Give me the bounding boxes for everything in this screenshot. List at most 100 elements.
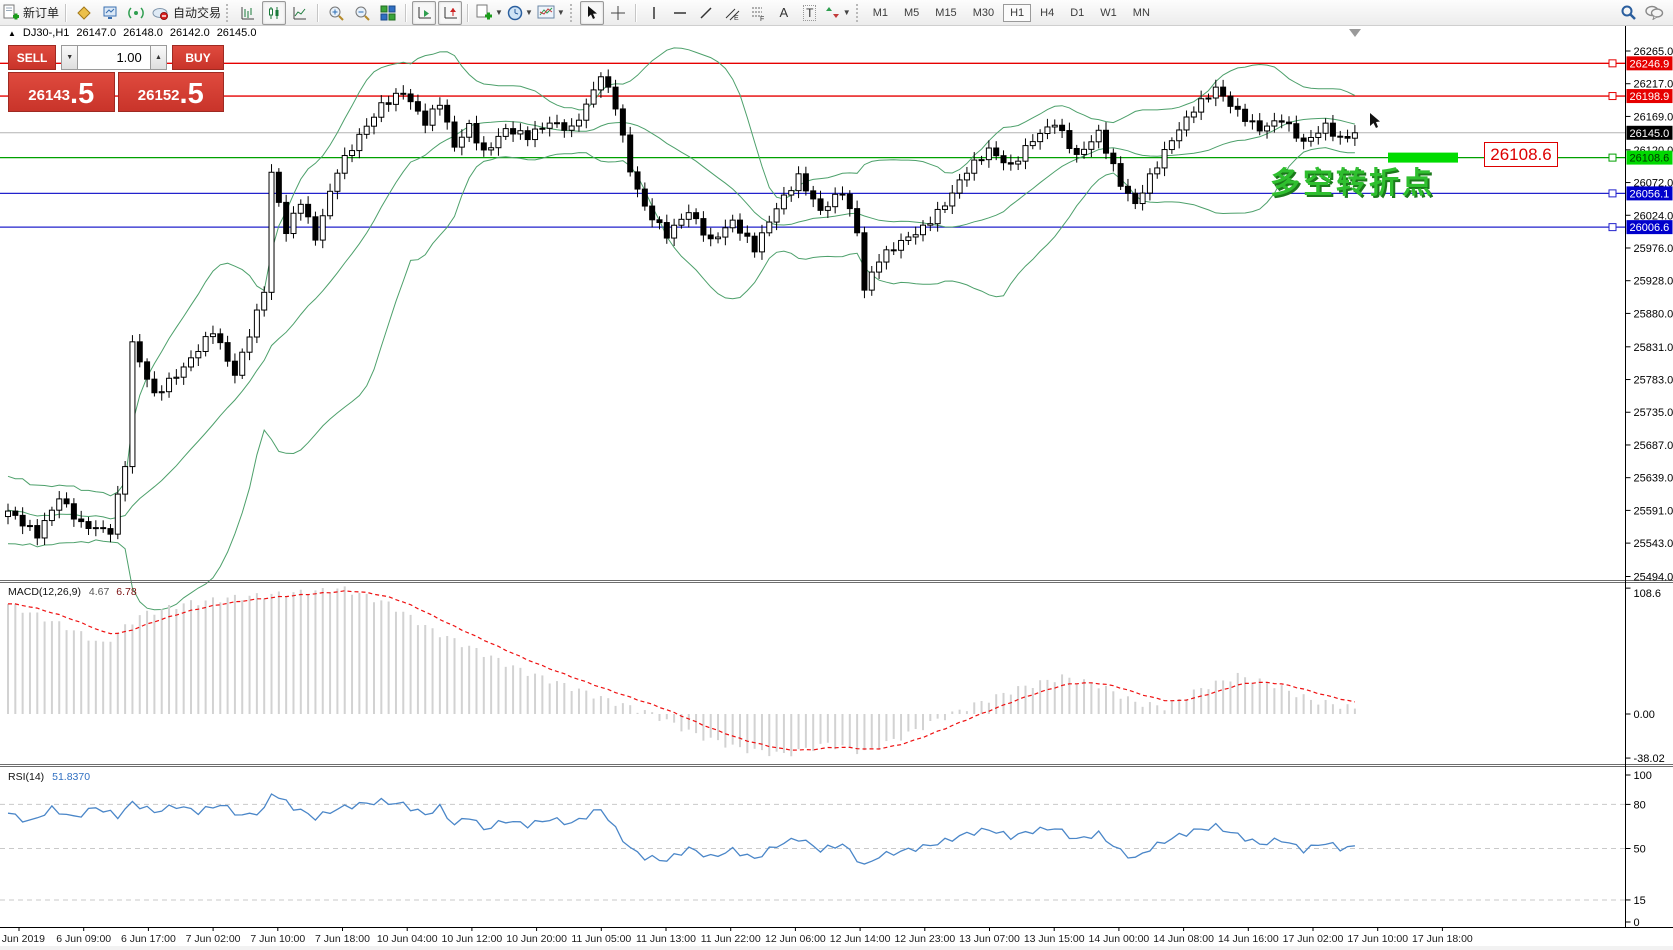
new-order-button[interactable]: 新订单 (1, 1, 60, 25)
crosshair-icon (610, 5, 625, 20)
volume-decrease-button[interactable]: ▼ (61, 45, 79, 70)
arrows-icon (825, 7, 839, 18)
toolbar-separator (467, 3, 470, 22)
auto-trading-label: 自动交易 (173, 6, 222, 20)
svg-text:7 Jun 10:00: 7 Jun 10:00 (250, 933, 305, 945)
period-button[interactable]: ▼ (506, 1, 534, 25)
svg-text:10 Jun 04:00: 10 Jun 04:00 (377, 933, 438, 945)
svg-text:7 Jun 02:00: 7 Jun 02:00 (186, 933, 241, 945)
sell-button[interactable]: SELL (8, 45, 57, 70)
buy-price-button[interactable]: 26152 .5 (117, 72, 224, 112)
sell-price-int: 26143 (28, 87, 71, 104)
svg-text:25928.0: 25928.0 (1634, 276, 1673, 288)
price-tag-label: 26108.6 (1484, 142, 1558, 167)
volume-input[interactable]: 1.00 (78, 45, 150, 70)
timeframe-m15-button[interactable]: M15 (935, 6, 957, 19)
zoom-in-button[interactable] (324, 1, 348, 25)
horizontal-line-tool-button[interactable] (668, 1, 692, 25)
dropdown-arrow-icon: ▼ (842, 8, 851, 17)
svg-text:100: 100 (1634, 770, 1652, 782)
timeframe-h4-button[interactable]: H4 (1040, 6, 1055, 19)
svg-text:14 Jun 08:00: 14 Jun 08:00 (1153, 933, 1214, 945)
svg-text:11 Jun 13:00: 11 Jun 13:00 (636, 933, 696, 945)
horizontal-line-icon (673, 11, 686, 14)
svg-text:25880.0: 25880.0 (1634, 308, 1673, 320)
bar-chart-button[interactable] (236, 1, 260, 25)
main-toolbar: 新订单 自动交易 (0, 0, 1673, 26)
svg-text:26169.0: 26169.0 (1634, 111, 1673, 123)
line-chart-button[interactable] (288, 1, 312, 25)
arrows-tool-button[interactable]: ▼ (824, 1, 852, 25)
svg-text:25735.0: 25735.0 (1634, 407, 1673, 419)
timeframe-mn-button[interactable]: MN (1132, 6, 1150, 19)
clock-icon (507, 5, 523, 20)
channel-tool-button[interactable]: E (720, 1, 744, 25)
timeframe-m5-button[interactable]: M5 (904, 6, 920, 19)
trendline-icon (700, 6, 712, 19)
svg-text:-38.02: -38.02 (1634, 753, 1665, 765)
timeframe-h1-button[interactable]: H1 (1003, 3, 1032, 22)
auto-trading-button[interactable]: 自动交易 (150, 1, 222, 25)
zoom-out-button[interactable] (350, 1, 374, 25)
svg-text:26198.9: 26198.9 (1630, 91, 1670, 103)
signal-icon (128, 6, 144, 19)
crosshair-tool-button[interactable] (606, 1, 630, 25)
zoom-out-icon (355, 6, 370, 21)
text-label-tool-button[interactable]: T (798, 1, 822, 25)
volume-increase-button[interactable]: ▲ (149, 45, 168, 70)
sell-price-button[interactable]: 26143 .5 (8, 72, 115, 112)
svg-text:50: 50 (1634, 844, 1646, 856)
new-chart-icon (476, 4, 493, 20)
svg-text:14 Jun 16:00: 14 Jun 16:00 (1218, 933, 1279, 945)
svg-text:25976.0: 25976.0 (1634, 243, 1673, 255)
macd-signal-value: 6.78 (116, 586, 137, 598)
market-depth-button[interactable] (72, 1, 96, 25)
market-watch-button[interactable] (98, 1, 122, 25)
svg-text:10 Jun 20:00: 10 Jun 20:00 (506, 933, 567, 945)
close-value: 26145.0 (216, 27, 257, 39)
trendline-tool-button[interactable] (694, 1, 718, 25)
timeframe-d1-button[interactable]: D1 (1070, 6, 1085, 19)
low-value: 26142.0 (169, 27, 210, 39)
template-icon (537, 5, 555, 19)
svg-text:7 Jun 18:00: 7 Jun 18:00 (315, 933, 370, 945)
tile-windows-icon (380, 5, 396, 20)
candlestick-chart-button[interactable] (262, 0, 287, 25)
svg-text:26217.0: 26217.0 (1634, 79, 1673, 91)
timeframe-m30-button[interactable]: M30 (972, 6, 995, 19)
template-button[interactable]: ▼ (536, 1, 566, 25)
new-chart-button[interactable]: ▼ (474, 1, 504, 25)
toolbar-separator (405, 3, 408, 22)
chat-icon (1645, 5, 1664, 20)
text-a-icon: A (779, 5, 789, 20)
vertical-line-tool-button[interactable] (642, 1, 666, 25)
svg-text:26246.9: 26246.9 (1630, 58, 1670, 70)
toolbar-separator (317, 3, 320, 22)
cursor-tool-button[interactable] (579, 0, 604, 25)
collapse-arrow-icon[interactable]: ▲ (8, 28, 16, 38)
svg-text:26006.6: 26006.6 (1630, 222, 1670, 234)
search-button[interactable] (1616, 0, 1640, 24)
svg-text:25831.0: 25831.0 (1634, 342, 1673, 354)
timeframe-w1-button[interactable]: W1 (1100, 6, 1117, 19)
chart-text-annotation: 多空转折点 (1270, 167, 1435, 200)
vertical-line-icon (653, 6, 655, 19)
text-tool-button[interactable]: A (772, 1, 796, 25)
svg-text:25687.0: 25687.0 (1634, 440, 1673, 452)
svg-text:26145.0: 26145.0 (1630, 128, 1670, 140)
high-value: 26148.0 (123, 27, 163, 39)
rsi-name: RSI(14) (8, 771, 45, 783)
chart-shift-button[interactable] (438, 0, 463, 25)
macd-indicator-label: MACD(12,26,9) 4.67 6.78 (8, 586, 137, 598)
buy-button[interactable]: BUY (172, 45, 225, 70)
timeframe-m1-button[interactable]: M1 (872, 6, 888, 19)
line-chart-icon (293, 6, 307, 19)
fibonacci-tool-button[interactable]: F (746, 1, 770, 25)
rsi-value: 51.8370 (52, 771, 91, 783)
community-chat-button[interactable] (1642, 0, 1666, 24)
signals-button[interactable] (124, 1, 148, 25)
auto-scroll-button[interactable] (412, 0, 437, 25)
tile-windows-button[interactable] (376, 1, 400, 25)
